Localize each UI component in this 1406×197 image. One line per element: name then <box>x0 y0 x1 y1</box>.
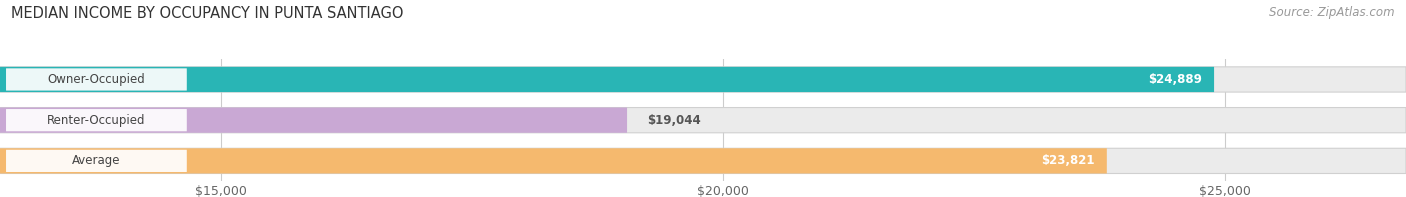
FancyBboxPatch shape <box>0 148 1406 174</box>
Text: MEDIAN INCOME BY OCCUPANCY IN PUNTA SANTIAGO: MEDIAN INCOME BY OCCUPANCY IN PUNTA SANT… <box>11 6 404 21</box>
Text: Average: Average <box>72 154 121 167</box>
FancyBboxPatch shape <box>0 148 1107 174</box>
FancyBboxPatch shape <box>0 67 1406 92</box>
FancyBboxPatch shape <box>6 109 187 131</box>
FancyBboxPatch shape <box>0 67 1215 92</box>
FancyBboxPatch shape <box>6 150 187 172</box>
Text: $24,889: $24,889 <box>1149 73 1202 86</box>
Text: $19,044: $19,044 <box>647 114 702 127</box>
Text: Renter-Occupied: Renter-Occupied <box>48 114 146 127</box>
Text: $23,821: $23,821 <box>1042 154 1095 167</box>
Text: Source: ZipAtlas.com: Source: ZipAtlas.com <box>1270 6 1395 19</box>
FancyBboxPatch shape <box>0 108 1406 133</box>
Text: Owner-Occupied: Owner-Occupied <box>48 73 145 86</box>
FancyBboxPatch shape <box>0 108 627 133</box>
FancyBboxPatch shape <box>6 68 187 91</box>
